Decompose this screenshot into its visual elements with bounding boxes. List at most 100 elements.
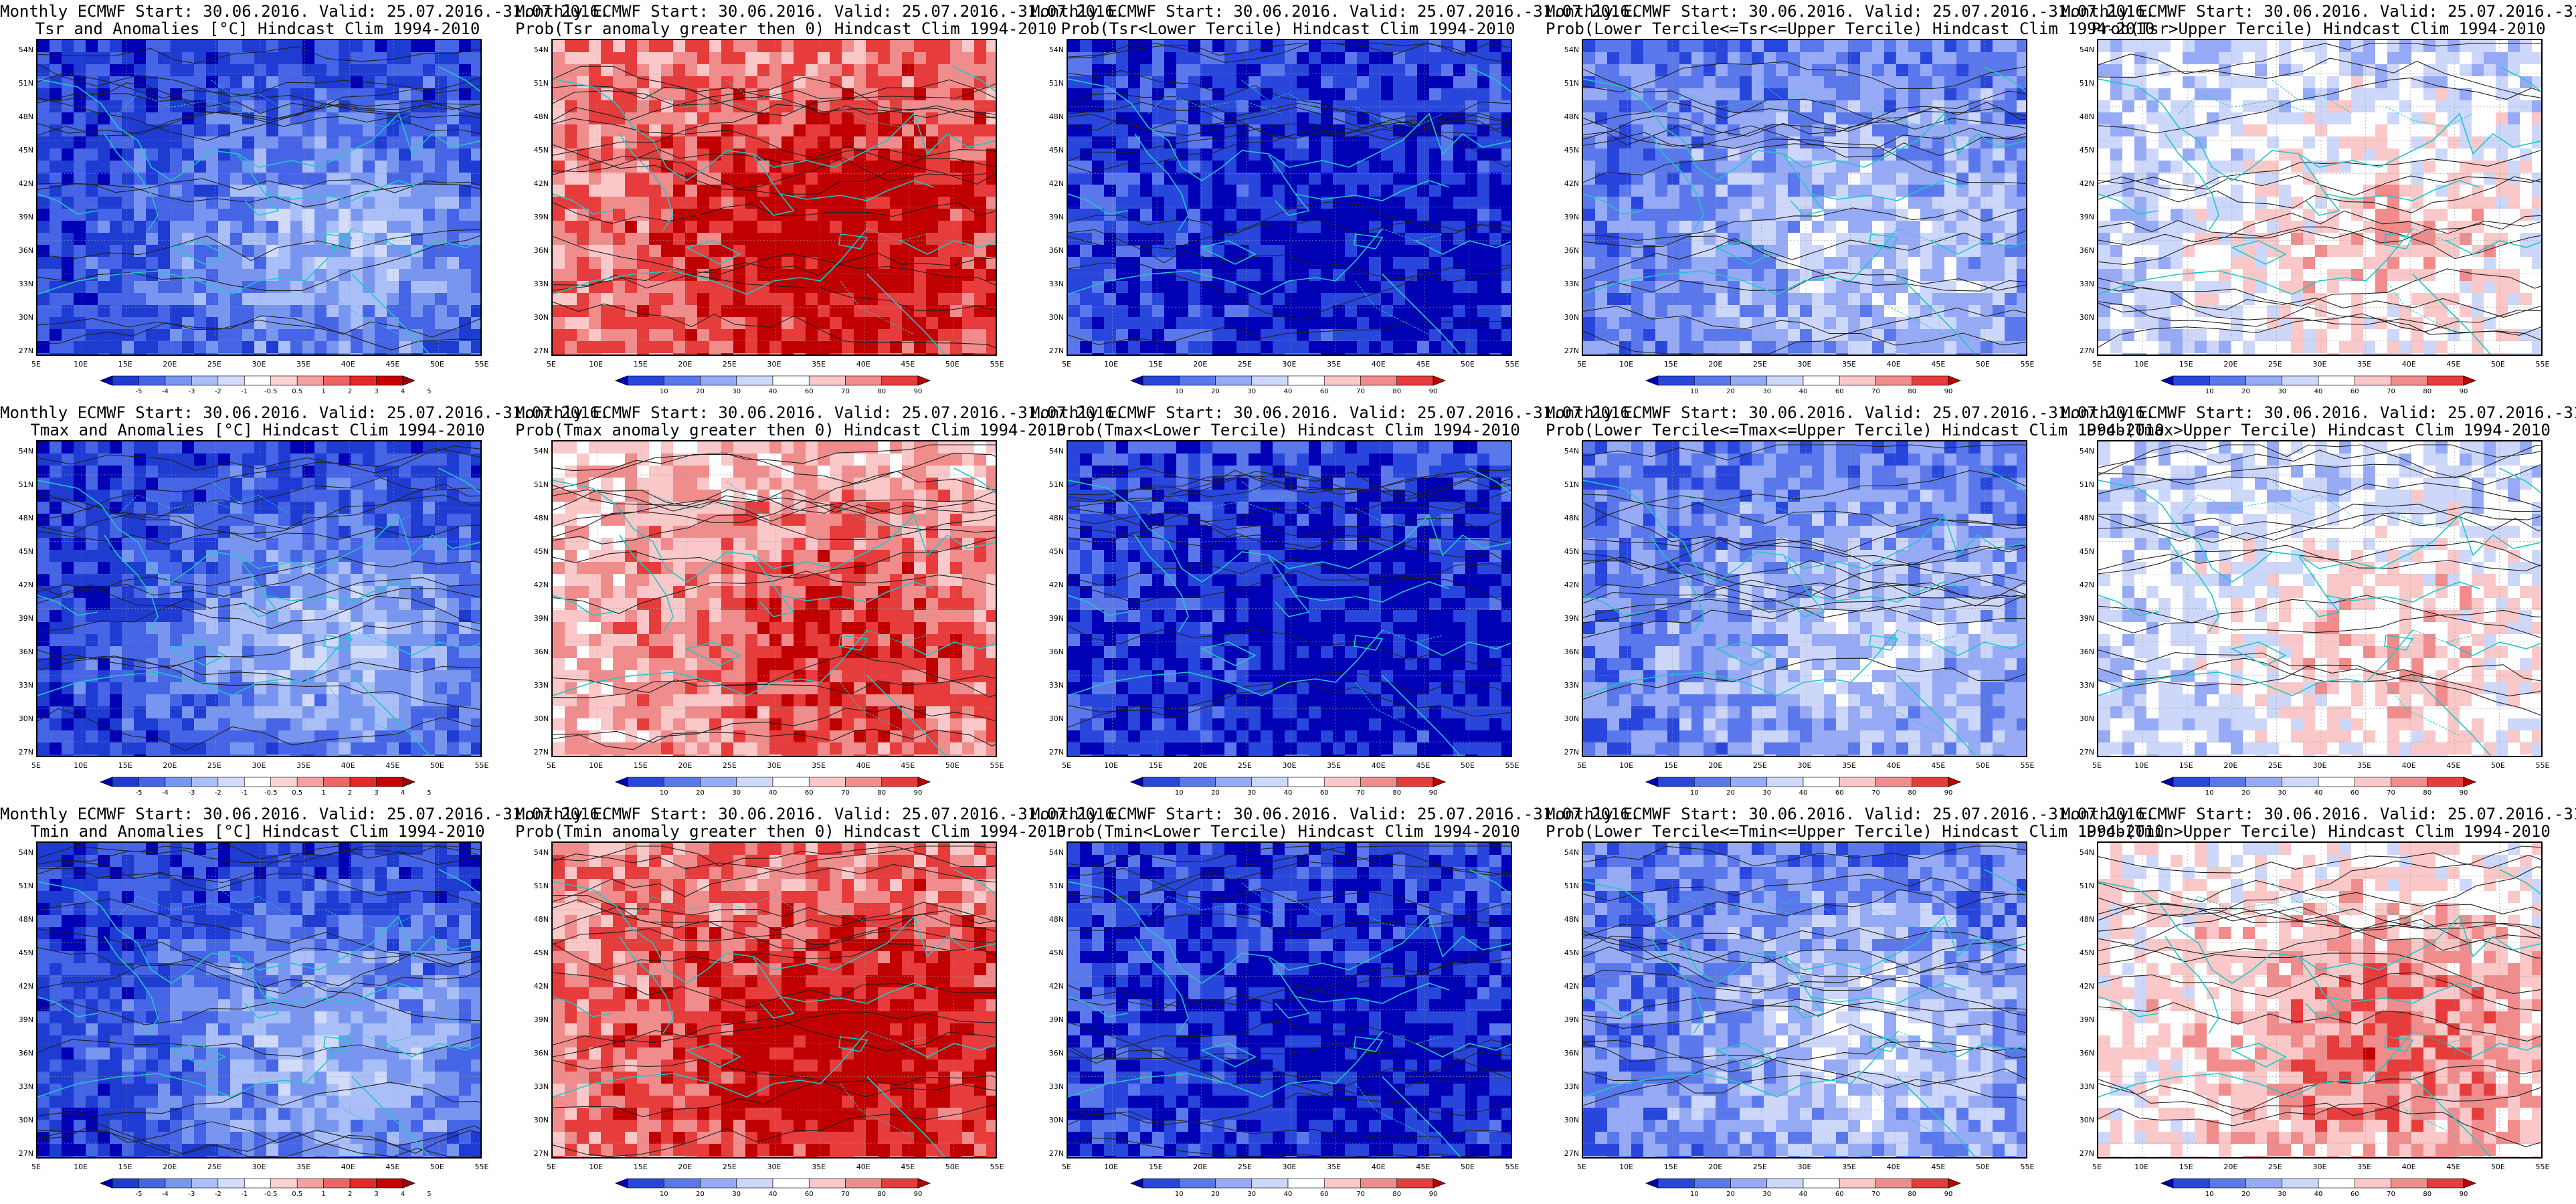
temperature-contour (37, 235, 480, 292)
field-cell (2520, 52, 2533, 65)
field-cell (230, 293, 243, 306)
field-cell (266, 245, 279, 258)
field-cell (206, 88, 219, 101)
field-cell (182, 197, 195, 209)
field-cell (2472, 197, 2484, 209)
field-cell (1224, 161, 1237, 173)
field-cell (278, 173, 291, 185)
field-cell (2315, 197, 2328, 209)
field-cell (1297, 76, 1309, 89)
field-cell (363, 161, 375, 173)
field-cell (577, 293, 589, 306)
field-cell (950, 88, 963, 101)
field-cell (613, 305, 626, 318)
field-cell (1501, 148, 1511, 161)
temperature-contour (37, 72, 480, 118)
coastline (1715, 240, 1772, 265)
colorbar-arrow-low (99, 375, 113, 386)
field-cell (553, 40, 565, 53)
field-cell (2520, 124, 2533, 137)
field-cell (2351, 148, 2364, 161)
colorbar-segment (165, 375, 192, 386)
field-cell (1068, 185, 1081, 197)
field-cell (2375, 52, 2388, 65)
field-cell (1321, 40, 1333, 53)
field-cell (733, 293, 746, 306)
field-cell (1104, 293, 1117, 306)
field-cell (769, 245, 782, 258)
field-cell (818, 257, 830, 270)
field-cell (577, 64, 589, 77)
temperature-contour (1068, 201, 1511, 249)
field-cell (266, 257, 279, 270)
field-cell (1932, 197, 1945, 209)
field-cell (471, 148, 480, 161)
field-cell (818, 317, 830, 330)
field-cell (2375, 185, 2388, 197)
field-cell (1333, 245, 1346, 258)
colorbar-tick-label: 60 (1319, 388, 1329, 395)
coastline (1850, 228, 1898, 282)
field-cell (2158, 148, 2171, 161)
field-cell (74, 233, 86, 245)
field-cell (986, 197, 996, 209)
coastline (238, 155, 280, 216)
field-cell (1944, 257, 1957, 270)
field-cell (339, 173, 351, 185)
field-cell (1261, 52, 1273, 65)
field-cell (1583, 269, 1596, 282)
field-cell (1261, 353, 1273, 355)
field-cell (110, 257, 122, 270)
field-cell (2279, 40, 2292, 53)
field-cell (1607, 40, 1620, 53)
field-cell (673, 136, 686, 149)
coastline (838, 233, 868, 249)
field-cell (1848, 281, 1861, 294)
field-cell (302, 209, 315, 221)
temperature-contour (37, 183, 480, 208)
field-cell (1812, 52, 1825, 65)
field-cell (1140, 221, 1153, 233)
field-cell (1176, 173, 1189, 185)
field-cell (721, 136, 734, 149)
field-cell (2207, 112, 2219, 125)
field-cell (914, 136, 927, 149)
field-cell (387, 40, 399, 53)
field-cell (1956, 112, 1969, 125)
field-cell (1345, 353, 1358, 355)
field-cell (1405, 136, 1418, 149)
field-cell (1968, 52, 1981, 65)
field-cell (1405, 329, 1418, 342)
field-cell (2435, 100, 2448, 113)
field-cell (1441, 305, 1454, 318)
field-cell (757, 221, 770, 233)
field-cell (1728, 257, 1740, 270)
field-cell (1595, 341, 1608, 354)
field-cell (411, 76, 424, 89)
field-cell (1068, 317, 1081, 330)
field-cell (2508, 209, 2520, 221)
field-cell (2375, 173, 2388, 185)
field-cell (2460, 173, 2472, 185)
field-cell (2315, 76, 2328, 89)
field-cell (254, 341, 267, 354)
field-cell (387, 221, 399, 233)
field-cell (1249, 245, 1261, 258)
field-cell (577, 245, 589, 258)
field-cell (818, 353, 830, 355)
field-cell (2110, 112, 2123, 125)
field-cell (170, 281, 183, 294)
field-cell (2017, 76, 2026, 89)
field-cell (2005, 148, 2017, 161)
field-cell (685, 353, 698, 355)
field-cell (74, 281, 86, 294)
field-cell (1631, 245, 1644, 258)
field-cell (794, 52, 806, 65)
field-cell (1200, 52, 1213, 65)
field-cell (2267, 197, 2280, 209)
field-cell (423, 293, 436, 306)
field-cell (1092, 136, 1105, 149)
field-cell (1176, 148, 1189, 161)
field-cell (2327, 173, 2340, 185)
field-cell (170, 52, 183, 65)
